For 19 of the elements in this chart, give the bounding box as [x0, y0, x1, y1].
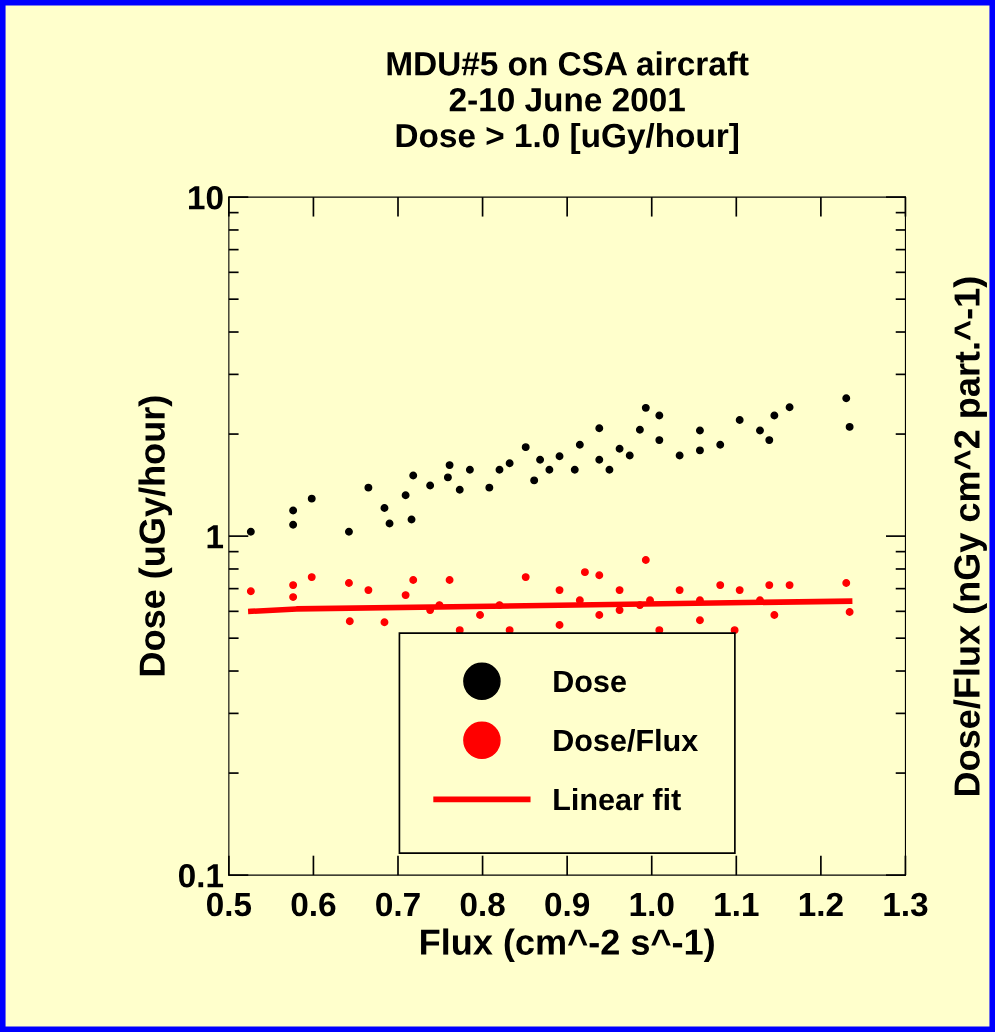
x-tick-label: 1.0: [630, 892, 674, 917]
x-tick-label: 0.7: [376, 892, 420, 917]
y-axis-title: Dose (uGy/hour): [138, 396, 173, 676]
chart-title: MDU#5 on CSA aircraft 2-10 June 2001 Dose > 1.0 [uGy/hour]: [387, 51, 749, 155]
x-tick-label: 1.2: [799, 892, 843, 916]
legend-label: Dose/Flux: [554, 728, 698, 752]
x-tick-label: 0.8: [460, 892, 505, 917]
x-tick-label: 0.5: [207, 892, 252, 917]
y-tick-label: 10: [189, 185, 223, 210]
y-tick-label: 1: [207, 525, 224, 549]
y2-axis-title: Dose/Flux (nGy cm^2 part.^-1): [953, 277, 987, 796]
x-tick-label: 1.3: [884, 892, 928, 917]
x-tick-label: 0.9: [545, 892, 590, 917]
x-axis-title: Flux (cm^-2 s^-1): [421, 928, 714, 963]
y-tick-label: 0.1: [178, 863, 224, 888]
legend-label: Linear fit: [554, 787, 681, 811]
x-tick-label: 1.1: [715, 893, 759, 916]
x-tick-label: 0.6: [291, 892, 336, 917]
legend-label: Dose: [554, 670, 626, 693]
